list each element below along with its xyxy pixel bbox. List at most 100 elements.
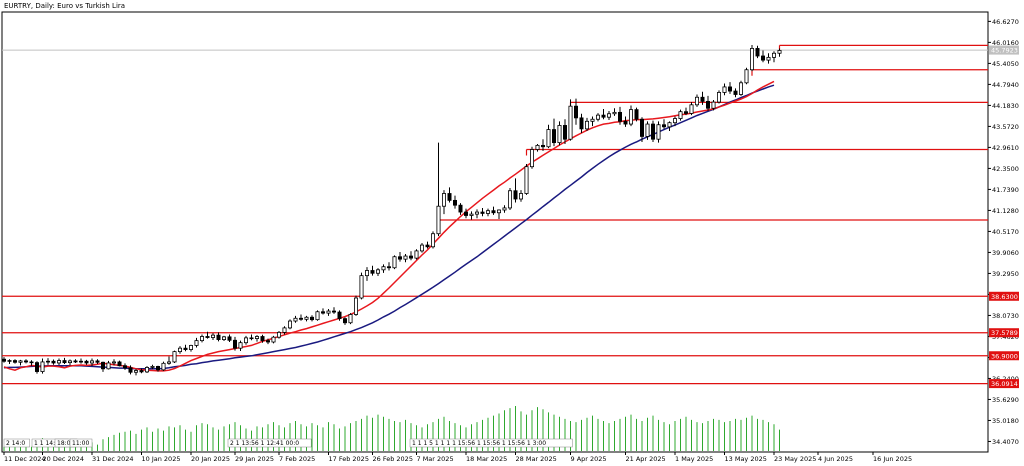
candle-body (662, 124, 667, 128)
candle-body (353, 297, 358, 315)
candle (205, 331, 210, 339)
candle (524, 163, 529, 195)
y-tick-label: 41.7390 (992, 186, 1019, 194)
y-tick-label: 34.4070 (992, 438, 1019, 446)
candle (293, 315, 298, 323)
candle (480, 207, 485, 217)
candle-body (304, 316, 309, 320)
candle (761, 50, 766, 63)
candle-body (645, 123, 650, 137)
candle-body (689, 104, 694, 114)
candle (249, 334, 254, 341)
candle (276, 331, 281, 339)
x-tick-label: 7 Mar 2025 (417, 455, 454, 463)
candle-body (331, 310, 336, 313)
x-tick-label: 13 May 2025 (725, 455, 767, 463)
y-tick-label: 38.0730 (992, 312, 1019, 320)
candle-body (199, 336, 204, 342)
candle-body (249, 337, 254, 340)
candle (331, 307, 336, 314)
candle-body (755, 48, 760, 57)
candle (678, 109, 683, 121)
candle-body (535, 144, 540, 150)
candle (623, 116, 628, 127)
candle (199, 334, 204, 343)
candle (144, 366, 149, 373)
candle (133, 368, 138, 376)
candle (392, 255, 397, 270)
candle-body (90, 360, 95, 364)
x-tick-label: 28 Mar 2025 (516, 455, 557, 463)
candle-body (243, 337, 248, 344)
candle (123, 363, 128, 370)
candle-body (711, 101, 716, 109)
candle-body (112, 361, 117, 364)
candle (728, 82, 733, 94)
candle (618, 106, 623, 125)
candle (90, 358, 95, 367)
candle (530, 146, 535, 169)
candle-body (469, 213, 474, 216)
x-tick-label: 21 Apr 2025 (626, 455, 666, 463)
candle-body (18, 360, 23, 363)
candle-body (144, 367, 149, 373)
candle-body (183, 347, 188, 350)
candle (359, 272, 364, 300)
y-tick-label: 46.6270 (992, 18, 1019, 26)
candle-body (585, 120, 590, 130)
candle-body (656, 124, 661, 140)
candle-body (612, 111, 617, 115)
level-price-tag (989, 379, 1019, 389)
candle-body (541, 144, 546, 148)
candle (744, 67, 749, 85)
candle-body (728, 86, 733, 92)
candle-body (634, 109, 639, 120)
candle-body (397, 256, 402, 260)
candle-body (717, 92, 722, 103)
candle (519, 190, 524, 202)
candle-body (106, 362, 111, 370)
candle-body (348, 314, 353, 324)
candle (436, 142, 441, 237)
candle (722, 83, 727, 96)
candle (232, 336, 237, 351)
candle-body (123, 365, 128, 369)
y-tick-label: 43.5720 (992, 123, 1019, 131)
candle-body (133, 370, 138, 373)
candle-body (227, 336, 232, 341)
candle-body (2, 358, 7, 362)
candle (408, 251, 413, 261)
candle (243, 335, 248, 345)
y-tick-label: 36.2400 (992, 375, 1019, 383)
candle (717, 90, 722, 104)
candle-body (441, 193, 446, 207)
candle-body (750, 48, 755, 71)
candle-body (95, 360, 100, 363)
candle-body (601, 114, 606, 118)
candle (546, 124, 551, 149)
candle (315, 310, 320, 321)
x-tick-label: 10 Jan 2025 (142, 455, 181, 463)
session-label: 2 1 13:56 1 12:41 00:0 (230, 440, 299, 447)
candle (673, 116, 678, 127)
candle (629, 105, 634, 127)
candle-body (293, 317, 298, 322)
candle-body (403, 255, 408, 260)
candle (46, 358, 51, 365)
candle (733, 88, 738, 98)
candle (194, 337, 199, 348)
candle (563, 119, 568, 144)
candle-body (139, 370, 144, 373)
candle-body (177, 347, 182, 353)
candle-body (563, 125, 568, 140)
candle (161, 361, 166, 371)
x-tick-label: 29 Jan 2025 (235, 455, 274, 463)
candle-body (287, 320, 292, 329)
x-tick-label: 20 Dec 2024 (43, 455, 85, 463)
candle-body (496, 209, 501, 214)
candle-body (23, 360, 28, 363)
x-tick-label: 23 May 2025 (774, 455, 816, 463)
candle-body (761, 55, 766, 61)
candle (227, 334, 232, 342)
